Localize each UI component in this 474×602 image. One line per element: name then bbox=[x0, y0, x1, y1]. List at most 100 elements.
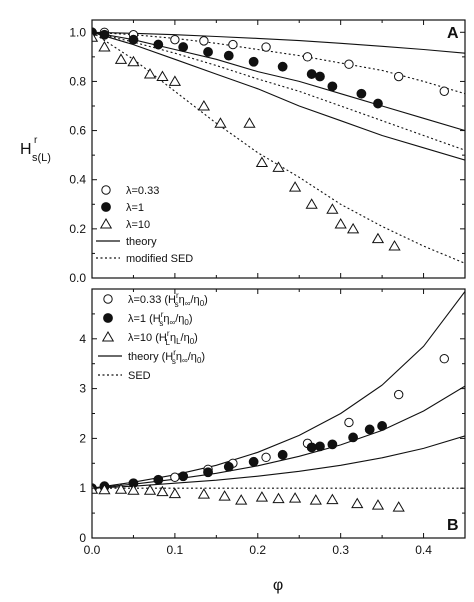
open-circle-point bbox=[344, 59, 354, 69]
y-tick-label: 0.8 bbox=[69, 74, 86, 88]
y-tick-label: 0.0 bbox=[69, 271, 86, 285]
open-triangle-point bbox=[326, 493, 339, 505]
filled-circle-point bbox=[327, 81, 338, 92]
filled-circle-point bbox=[153, 39, 164, 50]
filled-circle-point bbox=[153, 474, 164, 485]
theory-curve bbox=[92, 31, 465, 132]
open-triangle-point bbox=[255, 491, 269, 502]
open-circle-point bbox=[261, 452, 271, 463]
legend-label: theory (Hr sη∞/η0) bbox=[128, 348, 205, 366]
open-circle-point bbox=[393, 389, 404, 400]
open-triangle-point bbox=[334, 217, 347, 229]
open-triangle-point bbox=[272, 492, 285, 504]
x-tick-label: 0.1 bbox=[167, 543, 184, 557]
filled-circle-point bbox=[178, 471, 189, 482]
y-tick-label: 0.4 bbox=[69, 173, 86, 187]
filled-circle-point bbox=[178, 42, 189, 52]
open-triangle-point bbox=[214, 117, 227, 128]
open-triangle-point bbox=[288, 181, 302, 192]
open-triangle-point bbox=[127, 484, 140, 495]
x-tick-label: 0.2 bbox=[249, 543, 266, 557]
y-tick-label: 0.2 bbox=[69, 222, 86, 236]
open-triangle-point bbox=[168, 487, 182, 499]
filled-circle-point bbox=[327, 439, 338, 450]
open-triangle-point bbox=[156, 485, 169, 497]
filled-circle-point bbox=[306, 442, 317, 453]
open-circle-point bbox=[170, 472, 180, 482]
legend-label: λ=10 bbox=[126, 219, 150, 231]
panel-letter: A bbox=[447, 25, 459, 42]
y-tick-label: 1 bbox=[79, 481, 86, 495]
filled-circle-point bbox=[203, 467, 213, 478]
open-circle-point bbox=[439, 354, 449, 364]
open-triangle-point bbox=[197, 100, 211, 111]
open-triangle-point bbox=[168, 75, 182, 86]
open-triangle-point bbox=[371, 499, 385, 510]
legend-marker bbox=[99, 218, 113, 229]
filled-circle-point bbox=[348, 432, 359, 443]
y-tick-label: 0.6 bbox=[69, 124, 86, 138]
open-triangle-point bbox=[305, 198, 318, 209]
open-triangle-point bbox=[114, 483, 128, 494]
open-triangle-point bbox=[98, 41, 111, 52]
x-tick-label: 0.4 bbox=[415, 543, 432, 557]
filled-circle-point bbox=[277, 449, 288, 460]
open-triangle-point bbox=[218, 490, 231, 501]
legend-label: λ=0.33 (Hr sη∞/η0) bbox=[128, 291, 208, 309]
y-axis-title: H bbox=[20, 141, 32, 158]
plot-frame bbox=[91, 19, 466, 279]
open-circle-point bbox=[228, 39, 238, 50]
open-triangle-point bbox=[143, 68, 157, 79]
open-circle-point bbox=[393, 71, 404, 82]
y-axis-title-sup: r bbox=[34, 135, 38, 146]
open-triangle-point bbox=[127, 55, 140, 67]
legend-marker bbox=[101, 185, 111, 195]
markers-group bbox=[92, 354, 449, 512]
filled-circle-point bbox=[306, 69, 317, 79]
y-tick-label: 1.0 bbox=[69, 25, 86, 39]
filled-circle-point bbox=[99, 29, 110, 40]
open-triangle-point bbox=[346, 222, 360, 234]
legend-marker bbox=[103, 313, 113, 323]
sed-curve bbox=[92, 31, 465, 95]
open-circle-point bbox=[344, 417, 354, 428]
legend: λ=0.33 λ=1 λ=10 theory modified SED bbox=[96, 185, 193, 265]
filled-circle-point bbox=[128, 34, 139, 45]
legend-marker bbox=[101, 202, 111, 212]
legend-label: λ=10 (Hr LηL/η0) bbox=[128, 329, 198, 347]
filled-circle-point bbox=[377, 421, 388, 431]
open-triangle-point bbox=[388, 240, 401, 251]
legend-marker bbox=[101, 331, 115, 342]
filled-circle-point bbox=[364, 424, 375, 435]
legend-marker bbox=[103, 294, 113, 304]
legend: λ=0.33 (Hr sη∞/η0)λ=1 (Hr sη∞/η0)λ=10 (Hr L… bbox=[98, 291, 208, 382]
y-axis-title-sub: s(L) bbox=[32, 152, 51, 164]
open-circle-point bbox=[199, 36, 209, 46]
filled-circle-point bbox=[203, 47, 213, 57]
filled-circle-point bbox=[373, 98, 383, 109]
legend-label: theory bbox=[126, 236, 157, 248]
open-triangle-point bbox=[235, 494, 248, 505]
legend-label: modified SED bbox=[126, 253, 193, 265]
open-triangle-point bbox=[156, 70, 169, 82]
open-triangle-point bbox=[392, 501, 405, 512]
filled-circle-point bbox=[356, 88, 367, 99]
open-circle-point bbox=[302, 52, 313, 62]
theory-curve bbox=[92, 31, 465, 161]
filled-circle-point bbox=[248, 456, 259, 467]
filled-circle-point bbox=[248, 56, 259, 67]
panel-A: 0.0 0.2 0.4 0.6 0.8 1.0 Aλ=0.33 λ=1 λ=10 theory mo… bbox=[69, 19, 466, 285]
open-triangle-point bbox=[197, 488, 211, 499]
y-tick-label: 0 bbox=[79, 531, 86, 545]
open-circle-point bbox=[439, 86, 449, 96]
filled-circle-point bbox=[277, 61, 288, 72]
legend-label: λ=1 (Hr sη∞/η0) bbox=[128, 310, 193, 328]
open-triangle-point bbox=[326, 203, 339, 214]
legend-label: SED bbox=[128, 370, 151, 382]
theory-curve bbox=[92, 31, 465, 54]
x-tick-label: 0.0 bbox=[84, 543, 101, 557]
filled-circle-point bbox=[223, 50, 234, 61]
open-circle-point bbox=[261, 42, 271, 52]
open-triangle-point bbox=[309, 494, 322, 505]
